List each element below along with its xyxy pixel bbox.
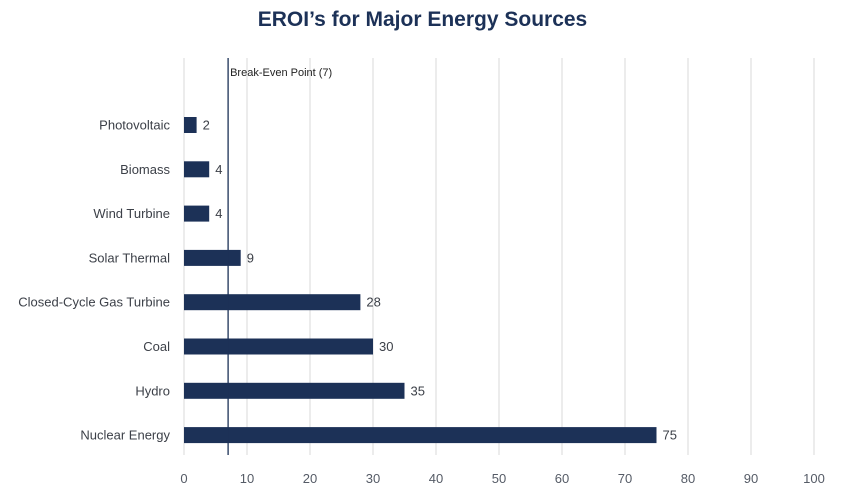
bar xyxy=(184,161,210,178)
x-tick-label: 50 xyxy=(492,471,506,486)
data-label: 35 xyxy=(411,383,425,398)
bar xyxy=(184,427,657,444)
bar xyxy=(184,294,361,311)
break-even-label: Break-Even Point (7) xyxy=(230,67,332,79)
data-label: 4 xyxy=(215,162,222,177)
bar xyxy=(184,205,210,222)
break-even-reference: Break-Even Point (7) xyxy=(227,58,332,455)
category-label: Wind Turbine xyxy=(93,206,170,221)
x-tick-label: 40 xyxy=(429,471,443,486)
bar xyxy=(184,117,197,133)
x-tick-label: 80 xyxy=(681,471,695,486)
bar xyxy=(184,249,241,266)
x-tick-label: 0 xyxy=(180,471,187,486)
x-tick-label: 100 xyxy=(803,471,825,486)
data-label: 75 xyxy=(663,428,677,443)
chart-title: EROI’s for Major Energy Sources xyxy=(257,8,588,31)
x-tick-label: 20 xyxy=(303,471,317,486)
x-tick-label: 70 xyxy=(618,471,632,486)
category-label: Photovoltaic xyxy=(99,118,170,133)
data-label: 30 xyxy=(379,339,393,354)
data-label: 4 xyxy=(215,206,222,221)
bars xyxy=(184,117,657,444)
category-label: Solar Thermal xyxy=(89,250,171,265)
category-label: Biomass xyxy=(120,162,170,177)
data-label: 28 xyxy=(366,295,380,310)
category-label: Closed-Cycle Gas Turbine xyxy=(18,295,170,310)
x-tick-label: 10 xyxy=(240,471,254,486)
data-label: 2 xyxy=(203,118,210,133)
data-label: 9 xyxy=(247,250,254,265)
bar xyxy=(184,338,373,355)
category-label: Coal xyxy=(143,339,170,354)
labels: 0 10 20 30 40 50 60 70 80 90 100 Photovoltaic 2 Bioma… xyxy=(18,118,825,487)
category-label: Nuclear Energy xyxy=(80,428,170,443)
x-tick-label: 30 xyxy=(366,471,380,486)
category-label: Hydro xyxy=(135,383,170,398)
bar xyxy=(184,382,405,399)
x-tick-label: 60 xyxy=(555,471,569,486)
x-tick-label: 90 xyxy=(744,471,758,486)
